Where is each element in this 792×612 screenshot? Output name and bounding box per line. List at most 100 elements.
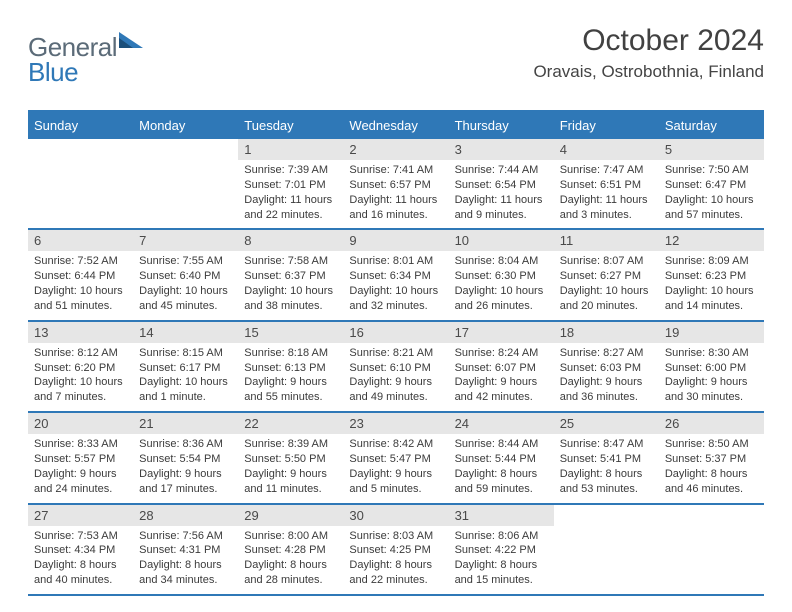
brand-line2: Blue [28,57,78,87]
sunset-text: Sunset: 6:27 PM [560,269,653,284]
weekday-header: Sunday [28,112,133,139]
day-details: Sunrise: 7:52 AMSunset: 6:44 PMDaylight:… [28,251,133,319]
sunset-text: Sunset: 6:40 PM [139,269,232,284]
day-number: 12 [659,230,764,251]
day-number: 17 [449,322,554,343]
day-number: 31 [449,505,554,526]
sunset-text: Sunset: 4:25 PM [349,543,442,558]
page: General Blue October 2024 Oravais, Ostro… [0,0,792,612]
day-cell [28,139,133,228]
daylight-text: Daylight: 9 hours and 42 minutes. [455,375,548,405]
day-cell: 30Sunrise: 8:03 AMSunset: 4:25 PMDayligh… [343,505,448,594]
day-details: Sunrise: 7:55 AMSunset: 6:40 PMDaylight:… [133,251,238,319]
daylight-text: Daylight: 8 hours and 53 minutes. [560,467,653,497]
day-cell: 9Sunrise: 8:01 AMSunset: 6:34 PMDaylight… [343,230,448,319]
day-cell: 18Sunrise: 8:27 AMSunset: 6:03 PMDayligh… [554,322,659,411]
day-cell: 11Sunrise: 8:07 AMSunset: 6:27 PMDayligh… [554,230,659,319]
day-details: Sunrise: 8:15 AMSunset: 6:17 PMDaylight:… [133,343,238,411]
day-details: Sunrise: 8:12 AMSunset: 6:20 PMDaylight:… [28,343,133,411]
day-number: 2 [343,139,448,160]
daylight-text: Daylight: 8 hours and 28 minutes. [244,558,337,588]
day-number: 19 [659,322,764,343]
day-details: Sunrise: 8:21 AMSunset: 6:10 PMDaylight:… [343,343,448,411]
day-details: Sunrise: 8:27 AMSunset: 6:03 PMDaylight:… [554,343,659,411]
daylight-text: Daylight: 8 hours and 46 minutes. [665,467,758,497]
sunrise-text: Sunrise: 8:33 AM [34,437,127,452]
day-cell: 31 Sunrise: 8:06 AMSunset: 4:22 PMDayligh… [449,505,554,594]
sunset-text: Sunset: 6:37 PM [244,269,337,284]
sunrise-text: Sunrise: 7:55 AM [139,254,232,269]
day-number: 9 [343,230,448,251]
day-cell: 21Sunrise: 8:36 AMSunset: 5:54 PMDayligh… [133,413,238,502]
sunrise-text: Sunrise: 8:27 AM [560,346,653,361]
weekday-header-row: Sunday Monday Tuesday Wednesday Thursday… [28,112,764,139]
day-cell: 10Sunrise: 8:04 AMSunset: 6:30 PMDayligh… [449,230,554,319]
day-details [659,525,764,534]
sunset-text: Sunset: 6:30 PM [455,269,548,284]
sunset-text: Sunset: 4:22 PM [455,543,548,558]
sunset-text: Sunset: 7:01 PM [244,178,337,193]
sunrise-text: Sunrise: 7:41 AM [349,163,442,178]
sunrise-text: Sunrise: 8:04 AM [455,254,548,269]
sunrise-text: Sunrise: 8:50 AM [665,437,758,452]
sunrise-text: Sunrise: 8:47 AM [560,437,653,452]
day-details: Sunrise: 8:00 AMSunset: 4:28 PMDaylight:… [238,526,343,594]
sunset-text: Sunset: 5:57 PM [34,452,127,467]
day-number: 26 [659,413,764,434]
sunrise-text: Sunrise: 8:15 AM [139,346,232,361]
daylight-text: Daylight: 10 hours and 51 minutes. [34,284,127,314]
sunset-text: Sunset: 4:31 PM [139,543,232,558]
sunset-text: Sunset: 6:13 PM [244,361,337,376]
sunset-text: Sunset: 6:10 PM [349,361,442,376]
day-cell: 3Sunrise: 7:44 AMSunset: 6:54 PMDaylight… [449,139,554,228]
sunrise-text: Sunrise: 8:09 AM [665,254,758,269]
daylight-text: Daylight: 9 hours and 11 minutes. [244,467,337,497]
day-cell: 25Sunrise: 8:47 AMSunset: 5:41 PMDayligh… [554,413,659,502]
sunrise-text: Sunrise: 7:50 AM [665,163,758,178]
daylight-text: Daylight: 10 hours and 7 minutes. [34,375,127,405]
weekday-header: Thursday [449,112,554,139]
sunrise-text: Sunrise: 8:12 AM [34,346,127,361]
daylight-text: Daylight: 9 hours and 49 minutes. [349,375,442,405]
day-number: 11 [554,230,659,251]
sunrise-text: Sunrise: 8:03 AM [349,529,442,544]
day-number: 15 [238,322,343,343]
day-details: Sunrise: 7:58 AMSunset: 6:37 PMDaylight:… [238,251,343,319]
day-number [28,139,133,159]
sunrise-text: Sunrise: 7:47 AM [560,163,653,178]
daylight-text: Daylight: 10 hours and 32 minutes. [349,284,442,314]
weekday-header: Wednesday [343,112,448,139]
sunset-text: Sunset: 6:44 PM [34,269,127,284]
sunset-text: Sunset: 4:34 PM [34,543,127,558]
day-number: 28 [133,505,238,526]
day-details: Sunrise: 7:41 AMSunset: 6:57 PMDaylight:… [343,160,448,228]
day-cell: 26Sunrise: 8:50 AMSunset: 5:37 PMDayligh… [659,413,764,502]
week-row: 1Sunrise: 7:39 AMSunset: 7:01 PMDaylight… [28,139,764,230]
day-number: 27 [28,505,133,526]
day-cell: 23Sunrise: 8:42 AMSunset: 5:47 PMDayligh… [343,413,448,502]
day-details: Sunrise: 8:47 AMSunset: 5:41 PMDaylight:… [554,434,659,502]
sunrise-text: Sunrise: 8:30 AM [665,346,758,361]
daylight-text: Daylight: 9 hours and 55 minutes. [244,375,337,405]
day-details: Sunrise: 8:03 AMSunset: 4:25 PMDaylight:… [343,526,448,594]
sunrise-text: Sunrise: 8:01 AM [349,254,442,269]
day-cell: 24Sunrise: 8:44 AMSunset: 5:44 PMDayligh… [449,413,554,502]
daylight-text: Daylight: 10 hours and 20 minutes. [560,284,653,314]
week-row: 6Sunrise: 7:52 AMSunset: 6:44 PMDaylight… [28,230,764,321]
day-details: Sunrise: 7:56 AMSunset: 4:31 PMDaylight:… [133,526,238,594]
day-details: Sunrise: 8:36 AMSunset: 5:54 PMDaylight:… [133,434,238,502]
day-details: Sunrise: 8:07 AMSunset: 6:27 PMDaylight:… [554,251,659,319]
day-details: Sunrise: 8:01 AMSunset: 6:34 PMDaylight:… [343,251,448,319]
sunset-text: Sunset: 5:54 PM [139,452,232,467]
sunrise-text: Sunrise: 8:06 AM [455,529,548,544]
daylight-text: Daylight: 10 hours and 38 minutes. [244,284,337,314]
calendar: Sunday Monday Tuesday Wednesday Thursday… [28,110,764,596]
sunrise-text: Sunrise: 7:56 AM [139,529,232,544]
day-number: 10 [449,230,554,251]
daylight-text: Daylight: 10 hours and 45 minutes. [139,284,232,314]
day-details [554,525,659,534]
sunset-text: Sunset: 6:51 PM [560,178,653,193]
daylight-text: Daylight: 9 hours and 17 minutes. [139,467,232,497]
day-number: 20 [28,413,133,434]
daylight-text: Daylight: 8 hours and 15 minutes. [455,558,548,588]
